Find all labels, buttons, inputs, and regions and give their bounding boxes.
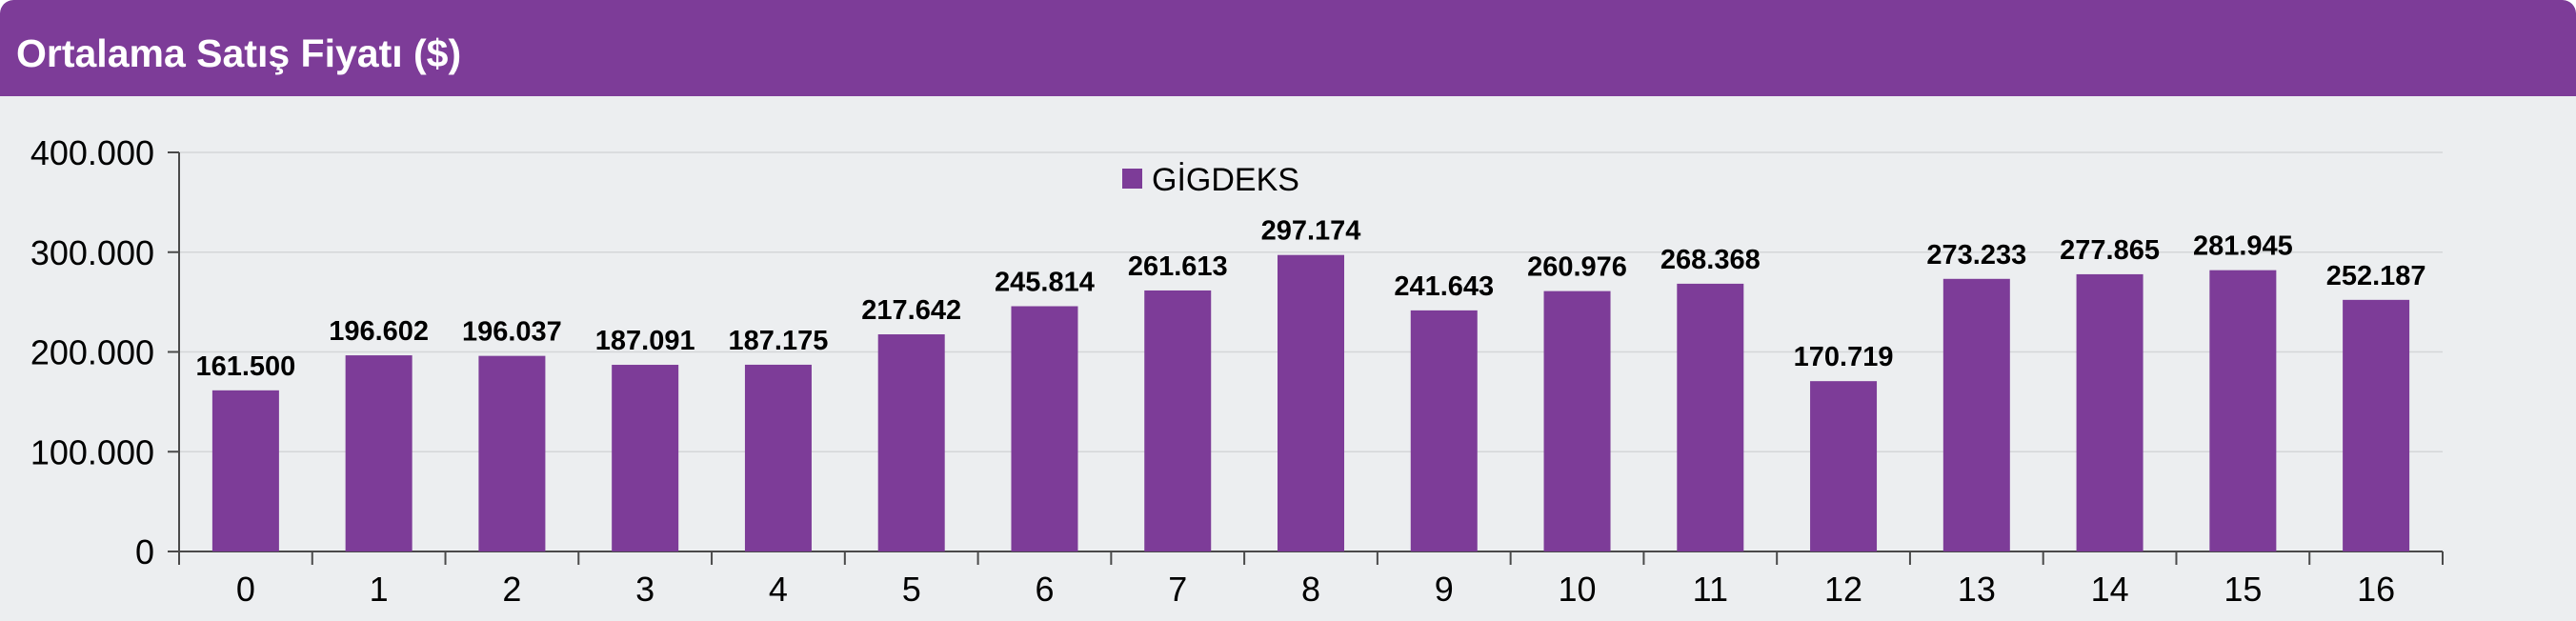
x-tick-label: 4 — [769, 570, 788, 609]
y-tick-label: 0 — [135, 532, 154, 571]
bar-value-label: 196.037 — [462, 317, 562, 348]
x-tick-label: 8 — [1301, 570, 1320, 609]
bar-value-label: 273.233 — [1926, 240, 2026, 270]
y-tick-label: 400.000 — [30, 133, 154, 172]
x-tick-label: 9 — [1435, 570, 1454, 609]
bar — [1011, 306, 1078, 551]
x-tick-label: 5 — [902, 570, 921, 609]
bar-value-label: 161.500 — [195, 351, 295, 382]
bar — [2076, 273, 2143, 551]
bar-value-label: 252.187 — [2326, 261, 2426, 291]
bar — [744, 364, 812, 551]
x-tick-label: 16 — [2357, 570, 2395, 609]
bar — [211, 390, 279, 551]
bar-value-label: 217.642 — [861, 295, 961, 326]
bar-value-label: 187.091 — [595, 326, 695, 356]
x-tick-label: 1 — [370, 570, 389, 609]
bar — [1942, 278, 2010, 551]
bar-value-label: 268.368 — [1660, 245, 1761, 275]
bar-value-label: 261.613 — [1128, 251, 1228, 282]
x-tick-label: 3 — [635, 570, 654, 609]
x-tick-label: 0 — [236, 570, 255, 609]
bar-value-label: 281.945 — [2193, 231, 2293, 262]
x-tick-label: 7 — [1168, 570, 1187, 609]
y-tick-label: 200.000 — [30, 333, 154, 372]
x-tick-label: 14 — [2091, 570, 2129, 609]
bar — [478, 355, 546, 551]
bar — [877, 334, 945, 551]
bar-value-label: 260.976 — [1527, 252, 1627, 283]
bar — [1543, 290, 1611, 551]
bar — [1410, 310, 1478, 551]
bar — [1278, 254, 1344, 551]
legend-label: GİGDEKS — [1152, 162, 1299, 198]
bar-value-label: 170.719 — [1794, 342, 1894, 372]
legend-swatch — [1122, 169, 1142, 189]
bar — [1677, 283, 1744, 551]
bar-value-label: 245.814 — [995, 268, 1095, 298]
chart-title: Ortalama Satış Fiyatı ($) — [16, 31, 462, 75]
bar — [612, 365, 679, 551]
x-tick-label: 15 — [2224, 570, 2262, 609]
bar-value-label: 196.602 — [329, 316, 429, 347]
bar — [345, 355, 413, 551]
x-tick-label: 13 — [1958, 570, 1996, 609]
bar — [2343, 299, 2410, 551]
chart-header: Ortalama Satış Fiyatı ($) — [0, 0, 2576, 96]
x-tick-label: 12 — [1824, 570, 1862, 609]
bar-value-label: 187.175 — [729, 326, 829, 356]
bar — [2209, 270, 2277, 551]
bar-value-label: 297.174 — [1261, 216, 1361, 247]
x-tick-label: 6 — [1035, 570, 1054, 609]
bar-value-label: 277.865 — [2060, 235, 2160, 266]
y-tick-label: 300.000 — [30, 233, 154, 272]
x-tick-label: 10 — [1559, 570, 1597, 609]
y-tick-label: 100.000 — [30, 432, 154, 471]
bar — [1144, 290, 1212, 551]
x-tick-label: 11 — [1693, 570, 1728, 609]
bar-value-label: 241.643 — [1394, 271, 1494, 302]
x-tick-label: 2 — [502, 570, 521, 609]
bar — [1810, 381, 1878, 551]
